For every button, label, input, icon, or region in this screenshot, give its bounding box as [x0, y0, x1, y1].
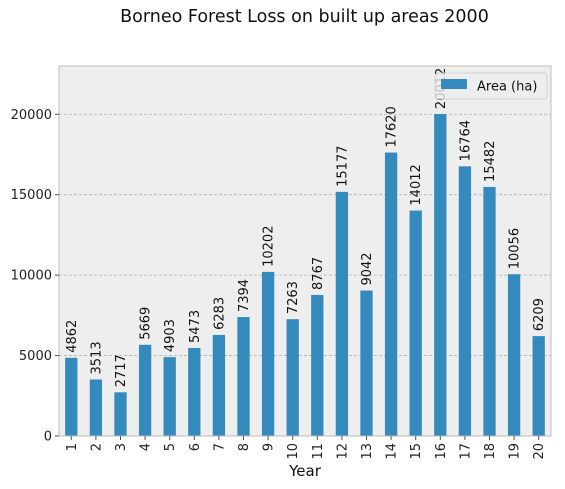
- bar: [483, 186, 496, 436]
- bar-value-label: 4903: [163, 319, 178, 352]
- bar: [188, 347, 201, 436]
- bar: [409, 210, 422, 436]
- x-tick-label: 10: [286, 443, 301, 460]
- x-tick-label: 16: [434, 443, 449, 460]
- bar: [114, 392, 127, 436]
- bar-value-label: 5473: [188, 310, 203, 343]
- x-axis-label: Year: [288, 462, 322, 480]
- x-tick-label: 3: [114, 443, 129, 451]
- x-tick-label: 19: [508, 443, 523, 460]
- x-tick-label: 4: [139, 443, 154, 451]
- bars: [65, 114, 545, 437]
- legend-label: Area (ha): [477, 80, 537, 95]
- x-axis-ticks: 1 2 3 4 5 6 7 8 9 10 11 12 13 14 15 16 17 18 19 20: [65, 436, 547, 460]
- y-tick-label: 5000: [19, 349, 52, 364]
- bar: [384, 152, 398, 436]
- bar: [458, 166, 472, 436]
- bar-value-label: 4862: [65, 320, 80, 353]
- x-tick-label: 12: [335, 443, 350, 460]
- x-tick-label: 14: [385, 443, 400, 460]
- plot-area: [59, 66, 551, 436]
- data-labels: 4862 3513 2717 5669 4903 5473 6283 7394 10202 726…: [65, 68, 547, 388]
- x-tick-label: 18: [483, 443, 498, 460]
- y-tick-label: 20000: [11, 108, 52, 123]
- bar: [507, 274, 521, 436]
- x-tick-label: 6: [188, 443, 203, 451]
- x-tick-label: 17: [458, 443, 473, 460]
- bar-value-label: 8767: [311, 257, 326, 290]
- bar: [532, 336, 545, 436]
- bar: [311, 294, 324, 436]
- bar: [335, 191, 349, 436]
- bar-value-label: 5669: [139, 307, 154, 340]
- bar-value-label: 17620: [385, 106, 400, 147]
- x-tick-label: 13: [360, 443, 375, 460]
- bar: [163, 357, 176, 436]
- bar-value-label: 14012: [409, 164, 424, 205]
- x-tick-label: 9: [262, 443, 277, 451]
- bar: [138, 344, 152, 436]
- y-tick-label: 0: [44, 430, 52, 445]
- bar-value-label: 3513: [89, 341, 104, 374]
- bar: [286, 319, 299, 436]
- x-tick-label: 2: [89, 443, 104, 451]
- y-axis-ticks: 0 5000 10000 15000 20000: [11, 108, 59, 445]
- bar-value-label: 6209: [532, 298, 547, 331]
- x-tick-label: 7: [212, 443, 227, 451]
- bar-value-label: 2717: [114, 354, 129, 387]
- bar: [360, 290, 373, 436]
- x-tick-label: 20: [532, 443, 547, 460]
- bar-value-label: 10202: [262, 226, 277, 267]
- y-tick-label: 10000: [11, 269, 52, 284]
- x-tick-label: 5: [163, 443, 178, 451]
- y-tick-label: 15000: [11, 188, 52, 203]
- bar: [237, 317, 250, 436]
- bar: [212, 334, 226, 436]
- bar-value-label: 7263: [286, 281, 301, 314]
- bar: [261, 271, 275, 436]
- bar: [65, 357, 78, 436]
- bar-value-label: 10056: [508, 228, 523, 269]
- legend-swatch: [441, 79, 467, 89]
- bar-value-label: 6283: [212, 297, 227, 330]
- bar-value-label: 9042: [360, 252, 375, 285]
- bar-value-label: 7394: [237, 279, 252, 312]
- x-tick-label: 15: [409, 443, 424, 460]
- bar: [434, 114, 447, 437]
- x-tick-label: 8: [237, 443, 252, 451]
- x-tick-label: 11: [311, 443, 326, 460]
- bar-value-label: 15177: [335, 145, 350, 186]
- bar: [89, 379, 103, 436]
- x-tick-label: 1: [65, 443, 80, 451]
- legend: Area (ha): [434, 72, 548, 100]
- plot-frame: [58, 65, 552, 437]
- bar-value-label: 15482: [483, 141, 498, 182]
- chart-title: Borneo Forest Loss on built up areas 200…: [120, 7, 489, 27]
- bar-value-label: 16764: [458, 120, 473, 161]
